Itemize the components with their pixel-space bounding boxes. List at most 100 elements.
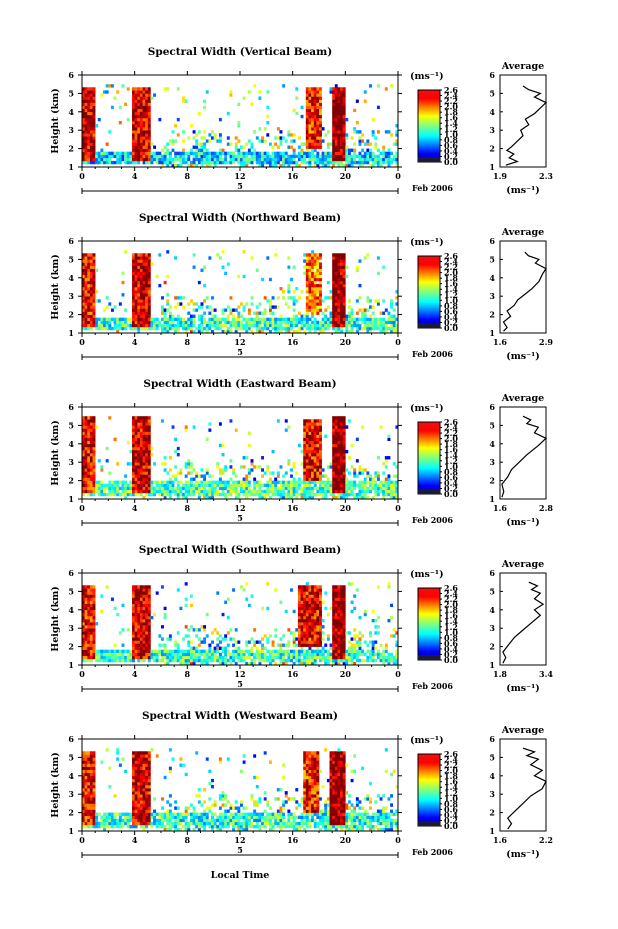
heatmap-cell	[305, 588, 309, 592]
heatmap-cell	[276, 649, 280, 654]
heatmap-cell	[145, 474, 149, 478]
heatmap-cell	[216, 253, 220, 257]
heatmap-cell	[84, 259, 88, 263]
heatmap-cell	[161, 480, 164, 484]
heatmap-cell	[379, 326, 383, 331]
heatmap-cell	[195, 133, 199, 137]
heatmap-cell	[139, 102, 143, 106]
heatmap-cell	[221, 489, 225, 494]
heatmap-cell	[84, 416, 88, 420]
heatmap-cell	[97, 655, 101, 660]
heatmap-cell	[229, 492, 233, 497]
heatmap-cell	[97, 117, 101, 122]
heatmap-cell	[147, 471, 151, 475]
heatmap-cell	[147, 299, 151, 303]
heatmap-cell	[305, 320, 309, 325]
heatmap-cell	[150, 492, 154, 497]
heatmap-cell	[266, 649, 270, 654]
heatmap-cell	[363, 151, 367, 156]
colorbar	[417, 255, 441, 329]
heatmap-cell	[371, 311, 375, 315]
heatmap-cell	[89, 302, 93, 306]
heatmap-cell	[353, 148, 357, 152]
heatmap-cell	[208, 655, 212, 660]
heatmap-cell	[84, 486, 88, 491]
heatmap-cell	[145, 308, 149, 312]
heatmap-cell	[263, 326, 267, 331]
heatmap-cell	[305, 603, 309, 608]
heatmap-cell	[297, 329, 301, 334]
heatmap-cell	[205, 90, 209, 94]
heatmap-cell	[340, 287, 343, 291]
heatmap-cell	[163, 308, 167, 312]
heatmap-cell	[319, 265, 322, 269]
heatmap-cell	[163, 468, 167, 472]
heatmap-cell	[142, 422, 146, 426]
heatmap-cell	[303, 253, 307, 257]
heatmap-cell	[305, 314, 309, 318]
heatmap-cell	[237, 148, 241, 152]
heatmap-cell	[103, 160, 106, 165]
heatmap-cell	[87, 287, 91, 291]
heatmap-cell	[100, 489, 104, 494]
heatmap-cell	[226, 492, 230, 497]
heatmap-cell	[342, 114, 346, 119]
heatmap-cell	[84, 314, 88, 318]
heatmap-cell	[132, 468, 135, 472]
heatmap-cell	[313, 296, 317, 300]
heatmap-cell	[334, 262, 338, 266]
heatmap-cell	[255, 326, 259, 331]
heatmap-cell	[82, 631, 85, 635]
heatmap-cell	[255, 329, 259, 334]
heatmap-cell	[84, 597, 88, 601]
heatmap-cell	[121, 655, 125, 660]
heatmap-cell	[124, 486, 128, 491]
heatmap-cell	[337, 111, 341, 116]
heatmap-cell	[87, 658, 91, 663]
heatmap-cell	[147, 440, 151, 445]
heatmap-cell	[387, 483, 391, 488]
heatmap-cell	[319, 419, 322, 423]
heatmap-cell	[250, 145, 254, 149]
heatmap-cell	[326, 486, 330, 491]
heatmap-cell	[195, 471, 199, 475]
heatmap-cell	[137, 603, 141, 608]
heatmap-cell	[363, 160, 367, 165]
heatmap-cell	[384, 489, 388, 494]
heatmap-cell	[261, 637, 264, 641]
colorbar-tick-label: 2.2	[444, 428, 458, 438]
heatmap-cell	[297, 661, 301, 666]
heatmap-cell	[319, 136, 322, 140]
heatmap-cell	[139, 148, 143, 152]
heatmap-cell	[329, 90, 333, 94]
heatmap-cell	[234, 329, 238, 334]
heatmap-cell	[116, 154, 120, 159]
heatmap-cell	[176, 320, 180, 325]
heatmap-cell	[82, 431, 85, 435]
y-tick-label: 1	[68, 162, 74, 172]
heatmap-cell	[295, 628, 299, 632]
heatmap-cell	[300, 622, 304, 626]
heatmap-cell	[139, 305, 143, 309]
heatmap-cell	[284, 326, 288, 331]
heatmap-cell	[321, 489, 325, 494]
heatmap-cell	[245, 640, 249, 644]
heatmap-cell	[353, 154, 357, 159]
date-label: Feb 2006	[412, 515, 453, 525]
heatmap-cell	[113, 652, 117, 657]
heatmap-cell	[258, 658, 262, 663]
heatmap-cell	[110, 486, 114, 491]
heatmap-cell	[184, 462, 188, 466]
heatmap-cell	[92, 480, 96, 484]
heatmap-cell	[347, 151, 351, 156]
heatmap-cell	[221, 265, 225, 269]
heatmap-cell	[142, 443, 146, 448]
heatmap-cell	[268, 299, 272, 303]
heatmap-cell	[321, 474, 325, 478]
heatmap-cell	[319, 305, 322, 309]
heatmap-cell	[313, 606, 317, 611]
heatmap-cell	[342, 290, 346, 294]
heatmap-cell	[142, 609, 146, 614]
heatmap-cell	[174, 139, 178, 143]
heatmap-cell	[147, 90, 151, 94]
